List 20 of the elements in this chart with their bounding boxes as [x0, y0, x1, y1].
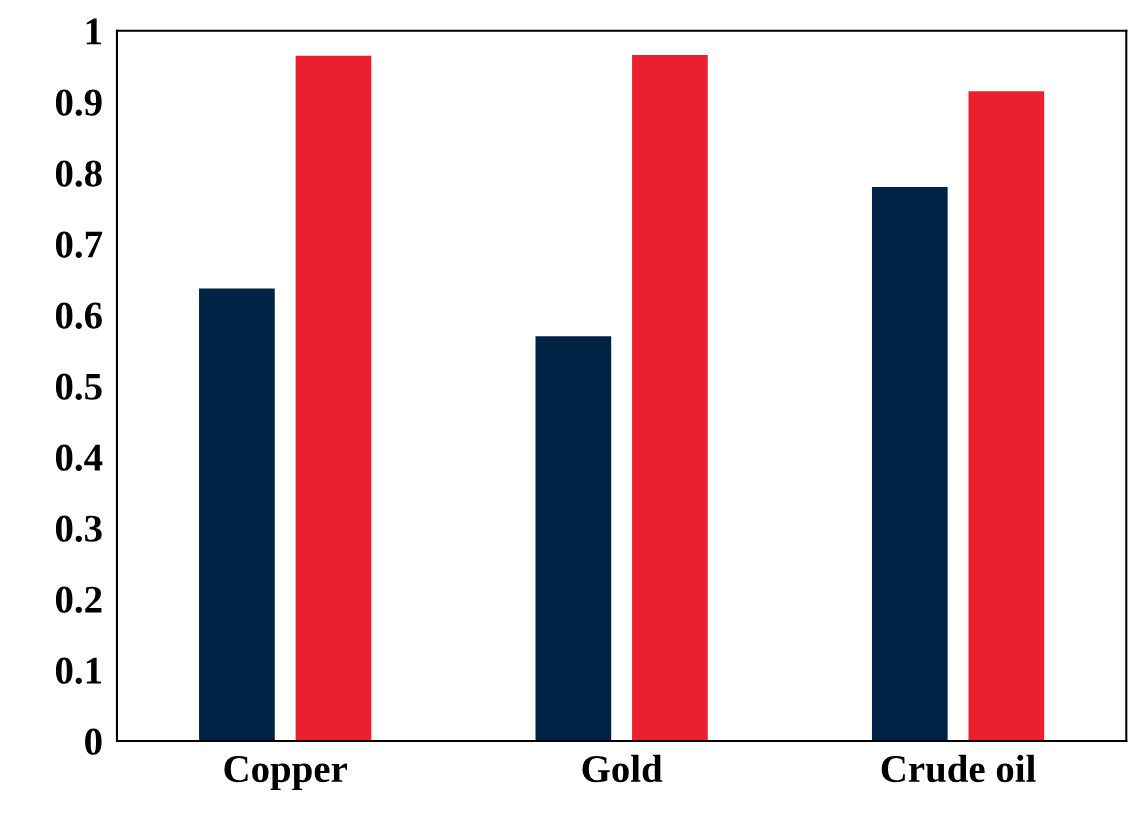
bar: [199, 288, 275, 741]
x-tick-label: Gold: [582, 754, 663, 783]
y-tick-label: 0.3: [55, 515, 102, 542]
bar: [295, 55, 372, 741]
bar: [871, 187, 948, 741]
y-tick-label: 0: [85, 728, 102, 755]
y-tick-label: 0.4: [55, 444, 103, 471]
bar: [535, 336, 612, 741]
x-tick-label: Crude oil: [881, 754, 1036, 783]
y-tick-label: 0.8: [55, 160, 102, 187]
bar: [632, 54, 708, 741]
y-tick-label: 0.9: [55, 89, 102, 116]
y-tick-label: 1: [86, 18, 102, 45]
y-tick-label: 0.7: [55, 231, 103, 258]
x-tick-label: Copper: [224, 756, 347, 791]
y-tick-label: 0.2: [55, 586, 102, 613]
y-tick-label: 0.5: [55, 373, 102, 400]
y-tick-label: 0.1: [55, 657, 102, 684]
y-tick-label: 0.6: [55, 302, 102, 329]
bar: [968, 91, 1045, 741]
